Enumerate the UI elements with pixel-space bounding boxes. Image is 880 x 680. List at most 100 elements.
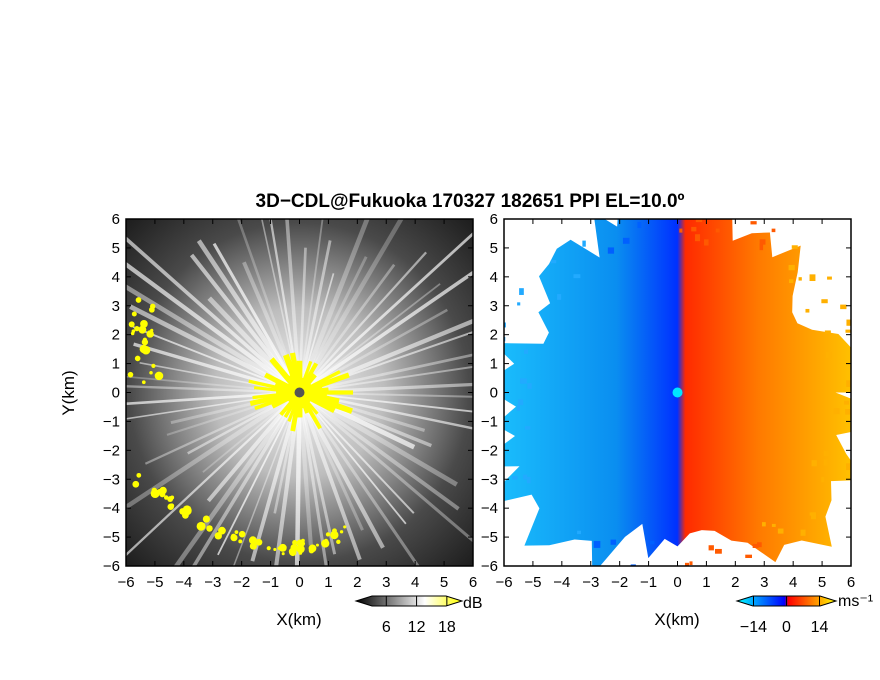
velocity-speckle xyxy=(517,302,521,306)
echo-blob xyxy=(330,530,339,540)
echo-blob xyxy=(151,363,156,368)
x-tick-label: −3 xyxy=(582,574,599,591)
x-tick-label: −4 xyxy=(553,574,570,591)
velocity-speckle xyxy=(573,274,581,279)
velocity-speckle xyxy=(679,228,683,233)
y-tick-label: −3 xyxy=(481,471,498,488)
velocity-speckle xyxy=(704,239,709,246)
y-tick-label: −6 xyxy=(103,558,120,575)
x-tick-label: 0 xyxy=(295,574,303,591)
x-tick-label: 6 xyxy=(469,574,477,591)
echo-blob xyxy=(131,329,136,333)
y-tick-label: 1 xyxy=(112,356,120,373)
echo-blob xyxy=(323,538,329,544)
reflectivity-ray xyxy=(285,219,302,393)
reflectivity-ray xyxy=(212,242,301,394)
reflectivity-ray xyxy=(250,391,302,562)
velocity-speckle xyxy=(821,476,825,483)
velocity-speckle xyxy=(811,460,817,467)
reflectivity-ray xyxy=(298,392,337,555)
right-x-axis-label: X(km) xyxy=(654,610,699,629)
echo-blob xyxy=(196,521,206,531)
x-tick-label: 5 xyxy=(818,574,826,591)
velocity-speckle xyxy=(607,247,615,254)
velocity-speckle xyxy=(708,545,714,551)
velocity-speckle xyxy=(800,529,806,536)
x-tick-label: 3 xyxy=(760,574,768,591)
x-tick-label: 3 xyxy=(382,574,390,591)
echo-blob xyxy=(139,344,148,354)
velocity-speckle xyxy=(825,352,832,359)
reflectivity-ray xyxy=(299,353,473,394)
left-y-axis-label: Y(km) xyxy=(59,370,78,415)
figure-title: 3D−CDL@Fukuoka 170327 182651 PPI EL=10.0… xyxy=(256,191,685,212)
echo-blob xyxy=(149,371,153,375)
echo-blob xyxy=(159,491,166,498)
reflectivity-ray xyxy=(126,391,301,557)
velocity-ticks: −6−6 −5 −5 −4 −4 −3 −3 −2 −2 −1 −1 0 0 1 1 2 2 3 3 4 4 5 5 6 6 xyxy=(481,211,855,591)
echo-blob xyxy=(332,528,337,534)
velocity-speckle xyxy=(843,400,850,405)
echo-blob xyxy=(183,505,188,510)
reflectivity-ray xyxy=(298,251,427,394)
x-tick-label: −5 xyxy=(146,574,163,591)
reflectivity-ray xyxy=(298,270,473,394)
velocity-speckle xyxy=(798,277,802,281)
echo-blob xyxy=(248,536,257,545)
velocity-speckle xyxy=(593,541,601,548)
reflectivity-ray xyxy=(126,390,301,510)
y-tick-label: 5 xyxy=(112,240,120,257)
y-tick-label: −1 xyxy=(481,413,498,430)
velocity-speckle xyxy=(516,404,520,411)
reflectivity-ray xyxy=(232,392,301,566)
colorbar-tick-label: 14 xyxy=(811,619,829,636)
reflectivity-ray xyxy=(196,239,302,394)
velocity-speckle xyxy=(840,304,847,310)
echo-blob xyxy=(141,338,149,346)
echo-blob xyxy=(136,472,142,478)
velocity-speckle xyxy=(714,548,722,554)
reflectivity-colorbar-ticks: 6 12 18 xyxy=(382,596,456,636)
reflectivity-ray xyxy=(297,391,362,561)
x-tick-label: 5 xyxy=(440,574,448,591)
reflectivity-ticks: −6−6 −5 −5 −4 −4 −3 −3 −2 −2 −1 −1 0 0 1 1 2 2 3 3 4 4 5 5 6 6 xyxy=(103,211,477,591)
colorbar-tick-label: 0 xyxy=(782,619,791,636)
echo-blob xyxy=(141,380,146,385)
y-tick-label: −6 xyxy=(481,558,498,575)
x-tick-label: 1 xyxy=(324,574,332,591)
x-tick-label: −6 xyxy=(495,574,512,591)
reflectivity-ray xyxy=(133,342,300,395)
echo-blob xyxy=(230,534,238,542)
velocity-speckle xyxy=(518,399,524,406)
y-tick-label: 0 xyxy=(490,385,498,402)
echo-blob xyxy=(343,525,347,529)
y-tick-label: 3 xyxy=(112,298,120,315)
y-tick-label: −3 xyxy=(103,471,120,488)
velocity-colorbar: ms⁻¹ −14 0 14 xyxy=(735,593,873,636)
velocity-speckle xyxy=(762,522,766,527)
velocity-speckle xyxy=(695,234,701,242)
velocity-speckle xyxy=(527,383,532,389)
velocity-speckle xyxy=(861,417,864,423)
reflectivity-ray xyxy=(298,231,473,394)
echo-blob xyxy=(249,542,257,550)
reflectivity-panel: −6−6 −5 −5 −4 −4 −3 −3 −2 −2 −1 −1 0 0 1 1 2 2 3 3 4 4 5 5 6 6 xyxy=(103,211,477,591)
echo-blob xyxy=(140,320,148,328)
echo-blob xyxy=(234,530,239,534)
velocity-colorbar-unit: ms⁻¹ xyxy=(838,593,873,610)
reflectivity-ray xyxy=(297,392,328,566)
velocity-speckle xyxy=(824,330,831,334)
velocity-speckle xyxy=(791,245,798,249)
echo-blob xyxy=(238,539,243,544)
reflectivity-ray xyxy=(191,391,302,566)
velocity-speckle xyxy=(512,476,518,480)
reflectivity-ray xyxy=(126,236,301,394)
radar-site-marker-velocity xyxy=(672,387,683,398)
echo-blob xyxy=(169,503,175,509)
echo-blob xyxy=(325,532,331,537)
velocity-speckle xyxy=(684,562,690,566)
echo-blob xyxy=(218,526,226,535)
velocity-speckle xyxy=(777,528,784,534)
echo-blob xyxy=(154,371,164,381)
velocity-speckle xyxy=(649,540,655,545)
